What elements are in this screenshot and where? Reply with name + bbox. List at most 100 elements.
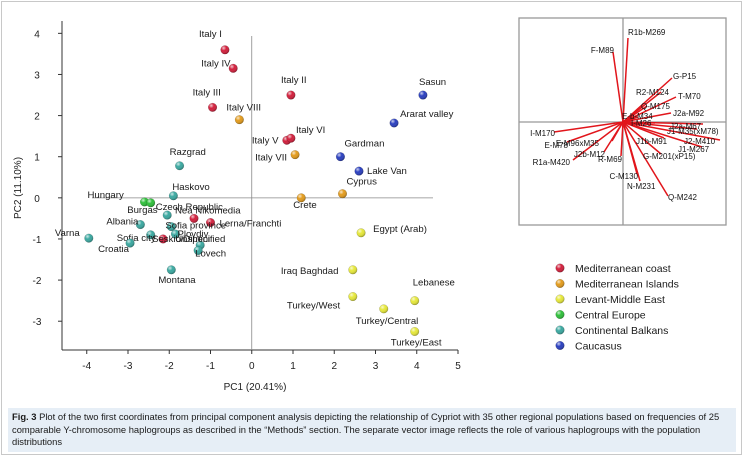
haplogroup-vector [622,121,704,125]
point-label: Burgas [127,205,158,216]
y-tick-label: -3 [33,317,42,328]
y-tick-label: 4 [34,29,40,40]
point-label: Iraq Baghdad [281,266,339,277]
vector-label: E-b-M34 [622,112,653,121]
point-label: Crete [293,200,316,211]
x-tick-label: 0 [249,361,255,372]
legend-marker-highlight [555,310,565,319]
point-label: Italy VII [255,153,287,164]
point-label: Lerna/Franchti [220,219,282,230]
vector-label: F-M89 [591,46,615,55]
vector-label: R-M69 [598,155,623,164]
point-label: Gardman [344,139,384,150]
data-point-highlight [228,63,238,73]
caption-text: Plot of the two first coordinates from p… [12,411,720,447]
vector-label: Q-M242 [668,193,697,202]
vector-label: G-P15 [673,72,697,81]
data-point-highlight [296,193,306,203]
data-point-highlight [208,103,217,112]
legend-label: Caucasus [575,341,622,353]
data-point-highlight [410,327,419,336]
point-label: Haskovo [172,182,209,193]
haplogroup-vector [566,121,624,143]
data-point-highlight [356,228,366,238]
vector-label: T-M70 [678,92,701,101]
haplogroup-vector [622,121,662,155]
point-label: Italy II [281,75,307,86]
x-tick-label: -4 [82,361,91,372]
point-label: Lebanese [413,278,455,289]
haplogroup-vector [622,121,698,130]
data-point-highlight [348,265,358,275]
y-tick-label: 3 [34,70,40,81]
legend-label: Mediterranean Islands [575,279,679,291]
data-point-highlight [410,296,419,305]
data-point-highlight [171,229,180,239]
point-label: Cyprus [347,177,378,188]
haplogroup-vector [622,37,629,123]
haplogroup-vector [622,96,677,123]
data-point-highlight [146,198,155,208]
data-point-highlight [162,210,172,220]
haplogroup-vector [622,112,672,123]
point-label: Nea Nikomedia [175,205,241,216]
vector-label: Q-M175 [641,102,670,111]
point-label: Italy VI [296,125,325,136]
vector-label: R1a-M420 [533,158,571,167]
x-tick-label: 4 [414,361,420,372]
y-tick-label: -1 [33,235,42,246]
point-label: Unspecified [175,234,225,245]
vector-label: G-M201(xP15) [643,152,696,161]
vector-label: J2-M410 [684,137,716,146]
point-label: Ararat valley [400,109,454,120]
x-tick-label: -3 [124,361,133,372]
legend-label: Levant-Middle East [575,294,665,306]
data-point-highlight [418,90,428,100]
vector-label: J2b-M12 [574,150,606,159]
legend-label: Continental Balkans [575,325,668,337]
point-label: Sofia province [165,221,226,232]
vector-label: R2-M124 [636,88,669,97]
caption-label: Fig. 3 [12,411,37,422]
point-label: Varna [55,228,81,239]
data-point-highlight [193,246,203,255]
y-axis-title: PC2 (11.10%) [13,157,24,219]
vector-label: N-M231 [627,182,656,191]
x-tick-label: 2 [331,361,337,372]
y-tick-label: 0 [34,194,40,205]
point-label: Lake Van [367,166,407,177]
point-label: Turkey/Central [356,316,419,327]
point-label: Italy V [252,135,279,146]
haplogroup-vector [612,51,624,123]
x-tick-label: 3 [373,361,379,372]
point-label: Italy VIII [226,103,261,114]
point-label: Czech Republic [156,202,223,213]
vector-label: E-M78 [544,141,568,150]
data-point-highlight [158,234,168,244]
vector-label: J1-M267 [678,145,710,154]
legend-marker-highlight [555,294,565,304]
data-point-highlight [286,90,296,100]
figure-caption: Fig. 3 Plot of the two first coordinates… [8,408,736,452]
data-point-highlight [175,161,184,171]
y-tick-label: 1 [34,153,40,164]
point-label: Plovdiv [177,229,208,240]
data-point-highlight [338,189,347,199]
point-label: Italy IV [201,58,231,69]
legend-marker-highlight [555,279,565,288]
vector-label: C-M130 [610,172,639,181]
legend-marker-highlight [555,341,565,350]
point-label: Italy I [199,29,222,40]
haplogroup-vector [622,116,639,123]
vector-label: E-M96xM35 [556,139,600,148]
y-tick-label: 2 [34,112,40,123]
haplogroup-vector [620,121,624,157]
x-tick-label: -1 [206,361,215,372]
x-axis-title: PC1 (20.41%) [224,382,287,393]
data-point-highlight [336,152,345,162]
point-label: Lovech [195,248,226,259]
point-label: Hungary [88,190,124,201]
legend-marker-highlight [555,325,565,335]
vector-label: I-M170 [530,129,555,138]
